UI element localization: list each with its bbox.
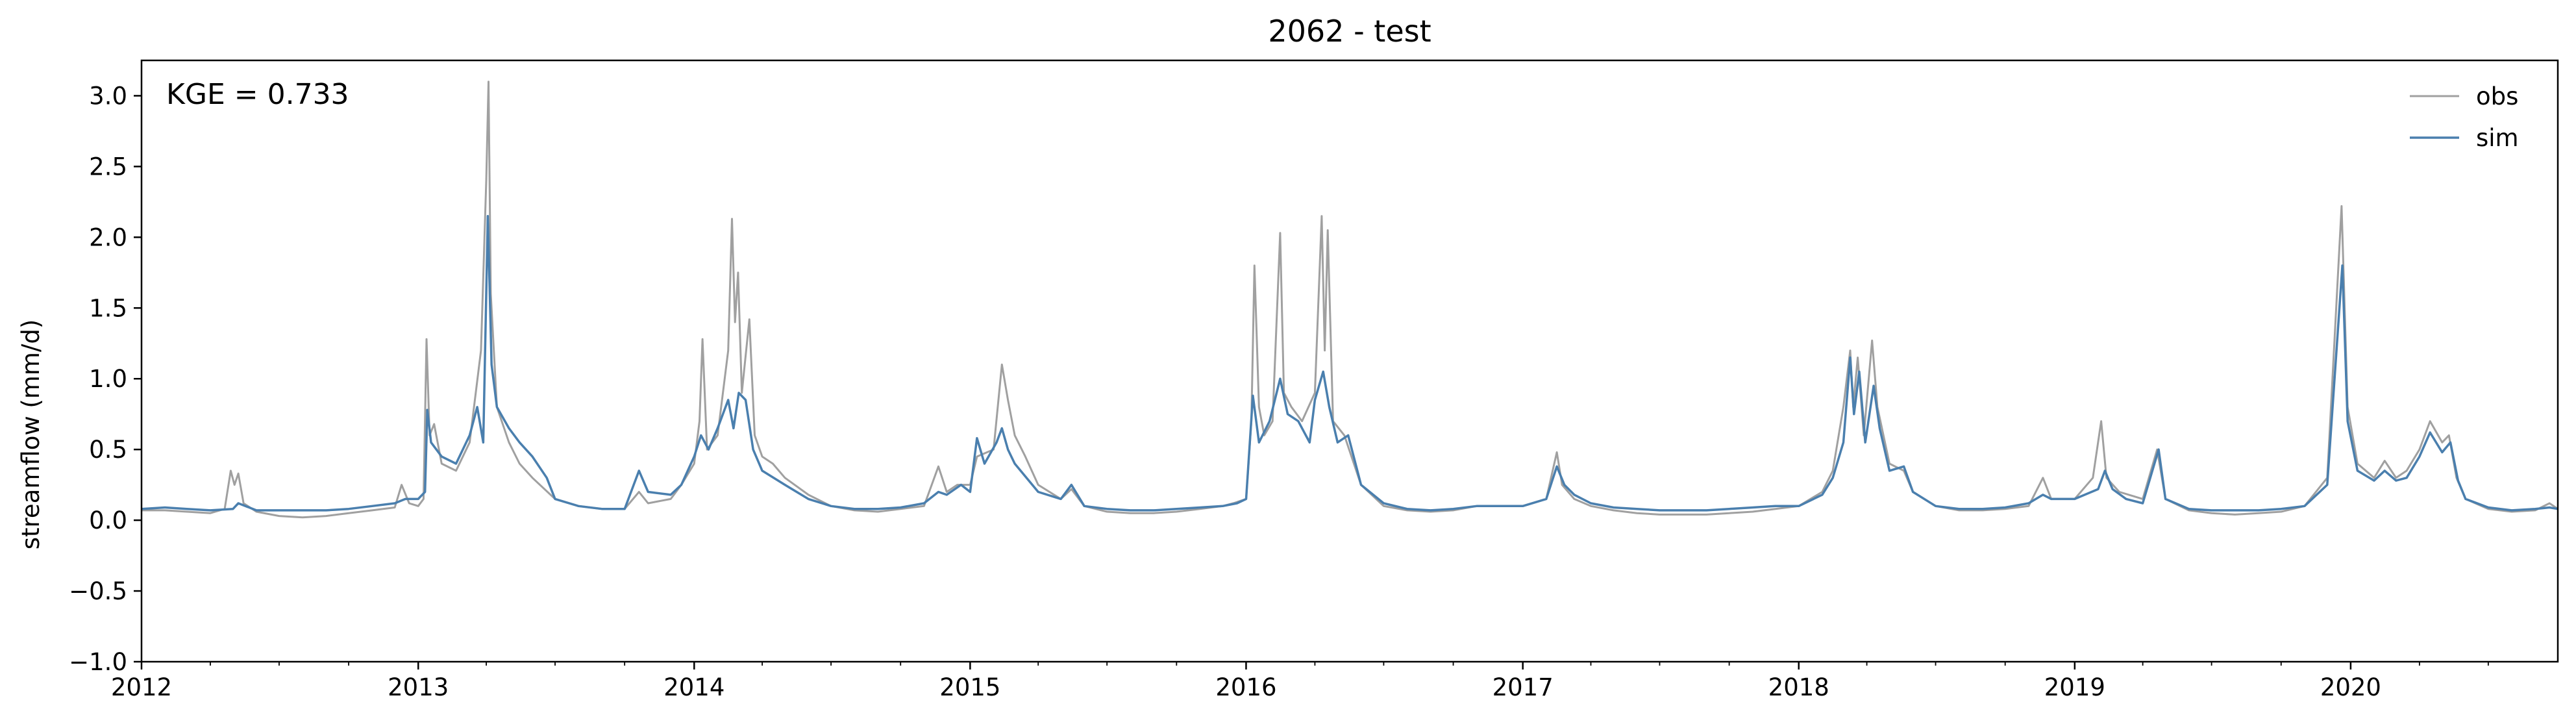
plot-frame	[140, 59, 2559, 663]
y-tick-label: 1.0	[89, 365, 127, 393]
x-tick-label: 2020	[2320, 673, 2381, 701]
y-tick-label: 2.5	[89, 153, 127, 181]
legend: obs sim	[2410, 82, 2519, 152]
y-axis-ticks: −1.0 −0.5 0.0 0.5 1.0 1.5 2.0 2.5 3.0	[69, 82, 142, 676]
kge-annotation: KGE = 0.733	[166, 78, 349, 111]
x-tick-label: 2014	[663, 673, 724, 701]
y-tick-label: 0.5	[89, 436, 127, 464]
x-tick-label: 2019	[2044, 673, 2105, 701]
y-tick-label: 0.0	[89, 507, 127, 534]
y-tick-label: 3.0	[89, 82, 127, 110]
y-axis-label: streamflow (mm/d)	[17, 319, 45, 550]
x-tick-label: 2015	[939, 673, 1000, 701]
y-tick-label: 1.5	[89, 294, 127, 322]
series-layer	[142, 81, 2558, 519]
chart-title: 2062 - test	[1268, 14, 1431, 49]
x-tick-label: 2013	[388, 673, 449, 701]
legend-sim-label: sim	[2476, 124, 2519, 152]
y-tick-label: 2.0	[89, 223, 127, 251]
series-line-sim	[142, 214, 2558, 512]
x-tick-label: 2018	[1768, 673, 1829, 701]
x-tick-label: 2012	[111, 673, 172, 701]
x-tick-label: 2016	[1215, 673, 1276, 701]
legend-obs-label: obs	[2476, 82, 2518, 110]
x-tick-label: 2017	[1492, 673, 1554, 701]
x-axis-ticks: 2012 2013 2014 2015 2016 2017 2018 2019 2020	[111, 662, 2489, 701]
y-tick-label: −0.5	[69, 577, 127, 605]
y-tick-label: −1.0	[69, 648, 127, 676]
